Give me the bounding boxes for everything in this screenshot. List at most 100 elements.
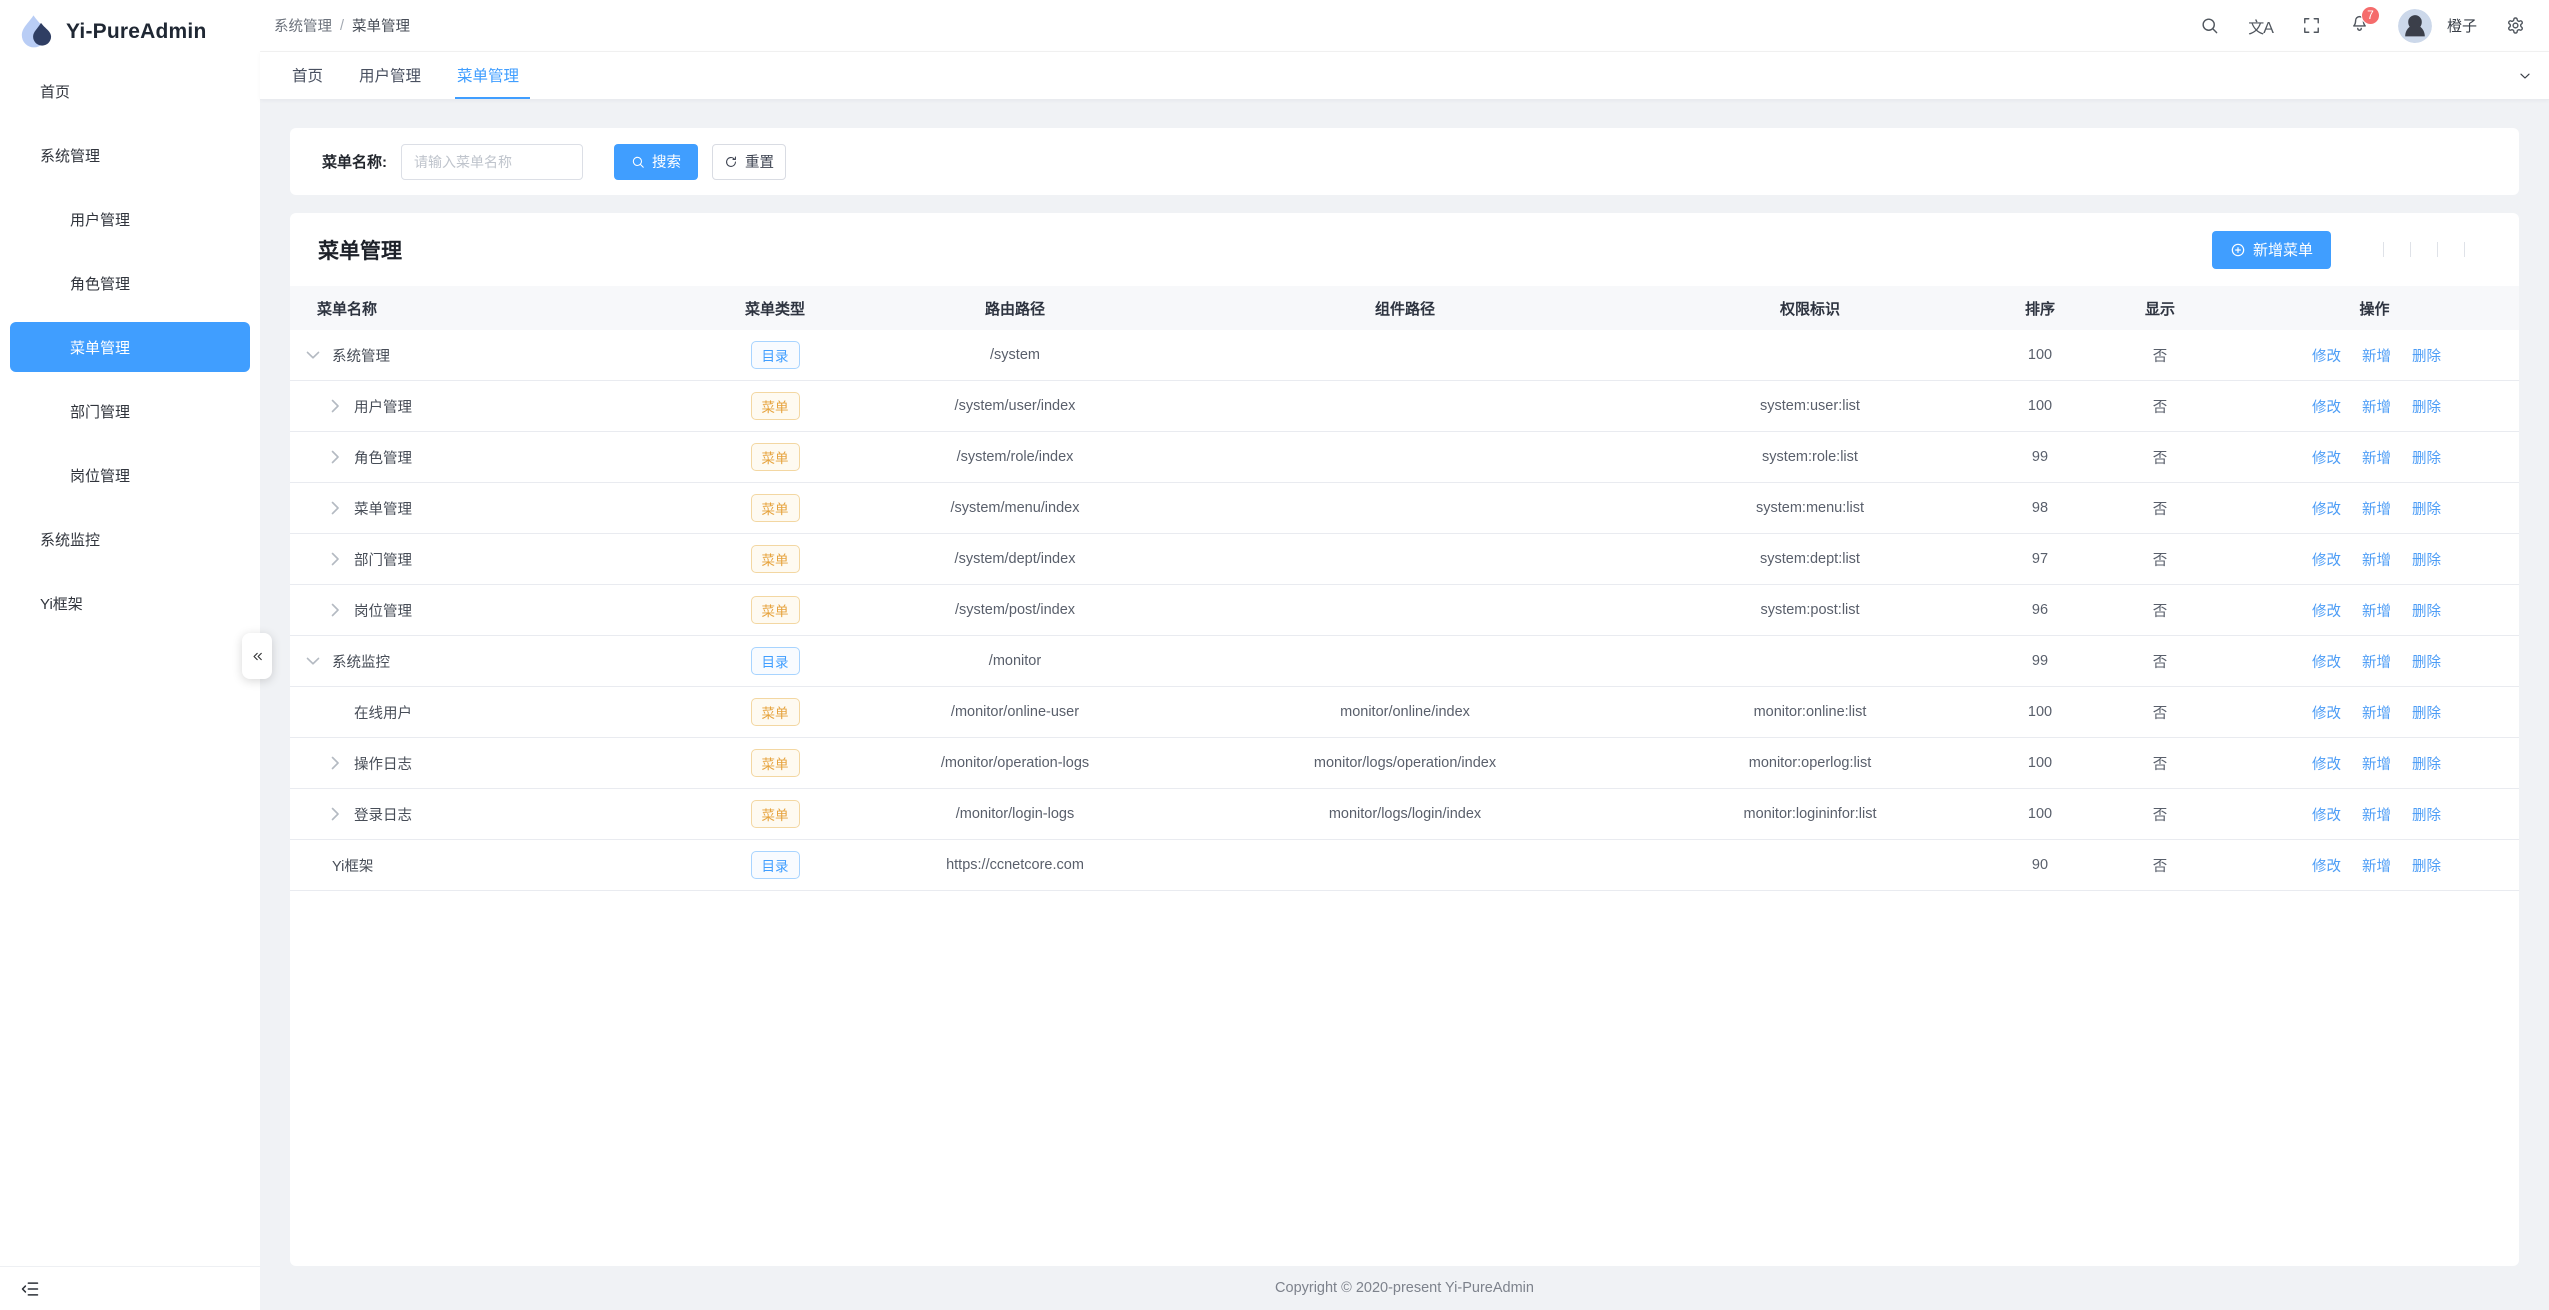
chevron-right-icon[interactable] — [324, 599, 346, 621]
sidebar-item-system[interactable]: 系统管理 — [10, 130, 250, 180]
add-action[interactable]: 新增 — [2358, 753, 2391, 774]
edit-action[interactable]: 修改 — [2308, 753, 2341, 774]
reset-button[interactable]: 重置 — [712, 143, 786, 180]
action-label: 新增 — [2362, 552, 2391, 569]
edit-action[interactable]: 修改 — [2308, 702, 2341, 723]
visible-cell: 否 — [2152, 348, 2168, 365]
menu-name-cell: 用户管理 — [290, 395, 700, 417]
add-menu-button[interactable]: 新增菜单 — [2211, 230, 2331, 269]
sidebar-toggle-button[interactable] — [242, 633, 272, 679]
tab-home[interactable]: 首页 — [290, 52, 325, 99]
menu-name: Yi框架 — [332, 858, 374, 875]
sidebar-item-role[interactable]: 角色管理 — [10, 258, 250, 308]
action-label: 删除 — [2412, 705, 2441, 722]
chevron-right-icon[interactable] — [324, 803, 346, 825]
delete-action[interactable]: 删除 — [2408, 702, 2441, 723]
visible-cell: 否 — [2152, 603, 2168, 620]
notifications-button[interactable]: 7 — [2350, 5, 2380, 38]
add-action[interactable]: 新增 — [2358, 600, 2391, 621]
action-label: 修改 — [2312, 858, 2341, 875]
edit-action[interactable]: 修改 — [2308, 396, 2341, 417]
chevron-right-icon[interactable] — [324, 548, 346, 570]
chevron-right-icon[interactable] — [324, 752, 346, 774]
permission-cell: system:dept:list — [1760, 551, 1860, 567]
type-tag: 菜单 — [750, 443, 800, 471]
gear-icon[interactable] — [2506, 16, 2525, 35]
edit-action[interactable]: 修改 — [2308, 498, 2341, 519]
menu-name: 在线用户 — [354, 705, 412, 722]
tab-bar: 首页 用户管理 菜单管理 — [260, 52, 2549, 100]
route-path-cell: /system — [990, 347, 1040, 363]
chevron-down-icon[interactable] — [302, 344, 324, 366]
sidebar-item-dept[interactable]: 部门管理 — [10, 386, 250, 436]
menu-type-cell: 菜单 — [700, 698, 850, 726]
add-action[interactable]: 新增 — [2358, 804, 2391, 825]
edit-action[interactable]: 修改 — [2308, 651, 2341, 672]
sidebar-item-yi[interactable]: Yi框架 — [10, 578, 250, 628]
add-action[interactable]: 新增 — [2358, 396, 2391, 417]
edit-action[interactable]: 修改 — [2308, 549, 2341, 570]
add-action[interactable]: 新增 — [2358, 855, 2391, 876]
action-label: 修改 — [2312, 603, 2341, 620]
tab-user[interactable]: 用户管理 — [357, 52, 423, 99]
route-path-cell: https://ccnetcore.com — [946, 857, 1084, 873]
sidebar-item-label: 用户管理 — [70, 211, 131, 229]
chevron-right-icon[interactable] — [324, 497, 346, 519]
add-action[interactable]: 新增 — [2358, 345, 2391, 366]
delete-action[interactable]: 删除 — [2408, 396, 2441, 417]
column-header: 菜单名称 — [317, 300, 378, 318]
delete-action[interactable]: 删除 — [2408, 753, 2441, 774]
sidebar-item-menu[interactable]: 菜单管理 — [10, 322, 250, 372]
route-path-cell: /system/role/index — [956, 449, 1074, 465]
action-label: 修改 — [2312, 807, 2341, 824]
sidebar-item-home[interactable]: 首页 — [10, 66, 250, 116]
action-label: 修改 — [2312, 654, 2341, 671]
sidebar-footer — [0, 1266, 260, 1310]
add-action[interactable]: 新增 — [2358, 498, 2391, 519]
sidebar-item-post[interactable]: 岗位管理 — [10, 450, 250, 500]
delete-action[interactable]: 删除 — [2408, 549, 2441, 570]
column-header: 排序 — [2024, 300, 2055, 318]
delete-action[interactable]: 删除 — [2408, 498, 2441, 519]
tab-menu[interactable]: 菜单管理 — [455, 52, 531, 99]
fullscreen-icon[interactable] — [2302, 16, 2321, 35]
add-action[interactable]: 新增 — [2358, 651, 2391, 672]
tab-more-button[interactable] — [2517, 52, 2533, 99]
tabs: 首页 用户管理 菜单管理 — [290, 52, 562, 99]
delete-action[interactable]: 删除 — [2408, 804, 2441, 825]
sidebar-item-label: 系统监控 — [40, 531, 101, 549]
app-logo[interactable]: Yi-PureAdmin — [0, 0, 260, 64]
search-button[interactable]: 搜索 — [614, 143, 698, 180]
delete-action[interactable]: 删除 — [2408, 651, 2441, 672]
chevron-down-icon[interactable] — [302, 650, 324, 672]
permission-cell: monitor:online:list — [1753, 704, 1867, 720]
sidebar-item-monitor[interactable]: 系统监控 — [10, 514, 250, 564]
chevron-right-icon[interactable] — [324, 446, 346, 468]
edit-action[interactable]: 修改 — [2308, 447, 2341, 468]
delete-action[interactable]: 删除 — [2408, 600, 2441, 621]
translate-icon[interactable]: 文A — [2248, 19, 2274, 37]
search-icon[interactable] — [2200, 16, 2219, 35]
delete-action[interactable]: 删除 — [2408, 447, 2441, 468]
chevron-right-icon[interactable] — [324, 395, 346, 417]
edit-action[interactable]: 修改 — [2308, 804, 2341, 825]
panel-title: 菜单管理 — [318, 239, 402, 263]
edit-action[interactable]: 修改 — [2308, 600, 2341, 621]
username[interactable]: 橙子 — [2446, 18, 2477, 35]
delete-action[interactable]: 删除 — [2408, 855, 2441, 876]
avatar[interactable] — [2397, 8, 2432, 43]
add-action[interactable]: 新增 — [2358, 549, 2391, 570]
edit-action[interactable]: 修改 — [2308, 855, 2341, 876]
delete-action[interactable]: 删除 — [2408, 345, 2441, 366]
menu-fold-icon[interactable] — [20, 1279, 40, 1299]
sidebar-item-user[interactable]: 用户管理 — [10, 194, 250, 244]
sort-cell: 100 — [2027, 704, 2053, 720]
breadcrumb-parent[interactable]: 系统管理 — [274, 19, 332, 35]
route-path-cell: /monitor — [988, 653, 1042, 669]
edit-action[interactable]: 修改 — [2308, 345, 2341, 366]
tab-label: 菜单管理 — [457, 67, 520, 85]
search-button-label: 搜索 — [652, 155, 681, 171]
menu-name-input[interactable] — [401, 143, 583, 180]
add-action[interactable]: 新增 — [2358, 447, 2391, 468]
add-action[interactable]: 新增 — [2358, 702, 2391, 723]
